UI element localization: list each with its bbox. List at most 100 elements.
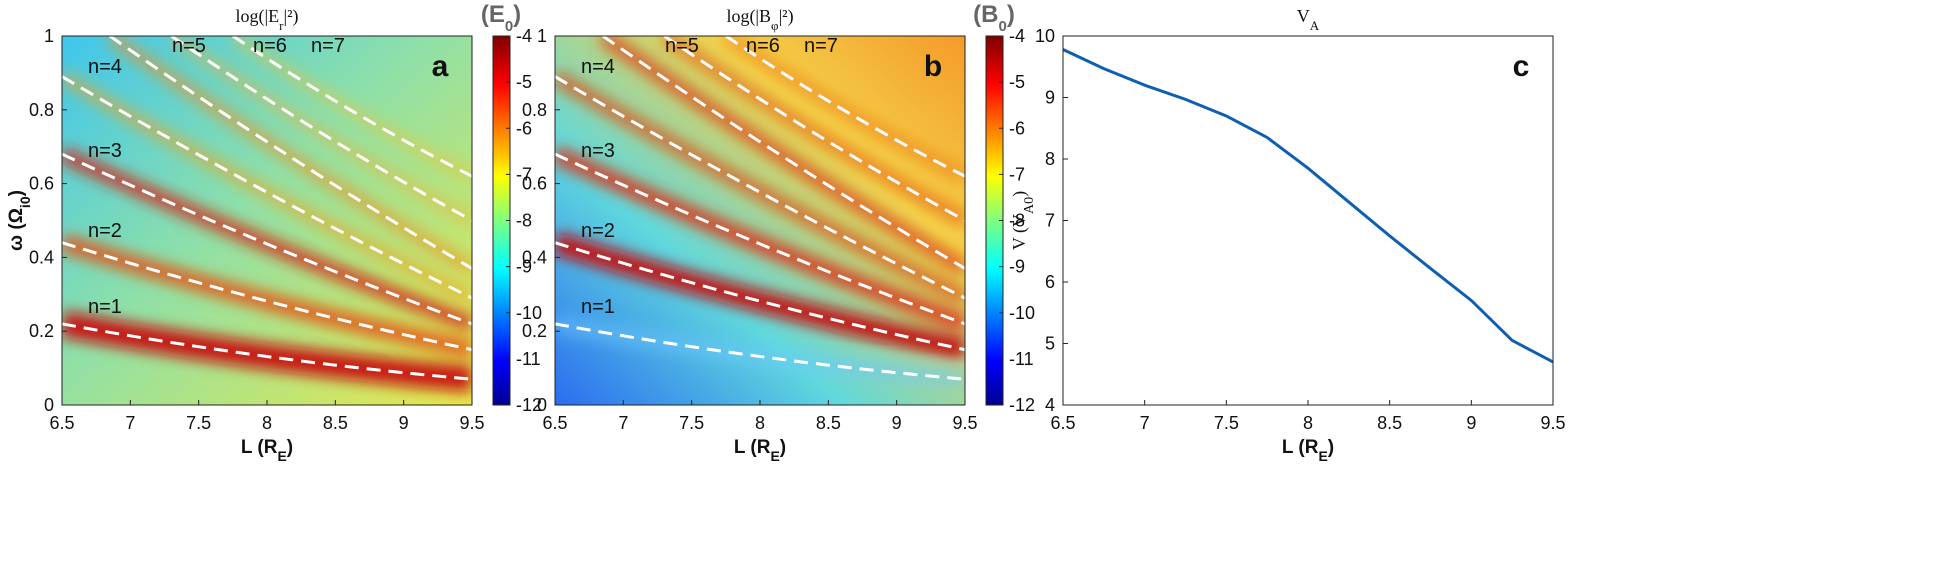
colorbar-title: (B0) — [973, 1, 1015, 35]
colorbar-tick-label: -6 — [516, 118, 532, 138]
colorbar-tick-label: -9 — [516, 257, 532, 277]
harmonic-curve — [663, 36, 965, 222]
y-axis-label-part: V (V — [1009, 214, 1030, 250]
harmonic-curve — [231, 36, 472, 178]
harmonic-label: n=5 — [665, 35, 699, 57]
y-tick-label: 0.8 — [522, 100, 547, 120]
colorbar-tick-label: -7 — [1009, 164, 1025, 184]
x-tick-label: 8 — [262, 413, 272, 433]
x-axis-label-part: ) — [287, 437, 293, 458]
harmonic-curve — [555, 75, 965, 300]
harmonic-label: n=2 — [88, 220, 122, 242]
colorbar-tick-label: -4 — [516, 26, 532, 46]
harmonic-label: n=1 — [88, 296, 122, 318]
colorbar-tick-label: -12 — [516, 395, 542, 415]
harmonic-curve — [555, 241, 965, 352]
colorbar-tick-label: -8 — [1009, 211, 1025, 231]
chart-title-part: r — [279, 18, 284, 33]
harmonic-curve — [62, 75, 472, 300]
x-axis-label-part: L (R — [1282, 437, 1319, 458]
harmonic-label: n=6 — [253, 35, 287, 57]
chart-title-part: φ — [771, 18, 779, 33]
x-tick-label: 9.5 — [459, 413, 484, 433]
colorbar-tick-label: -5 — [516, 72, 532, 92]
heatmap — [555, 36, 965, 405]
colorbar-title-part: ) — [1007, 1, 1015, 28]
y-axis-label-part: ) — [1009, 191, 1030, 197]
y-tick-label: 0.4 — [29, 247, 54, 267]
panel-label: a — [432, 50, 449, 83]
x-tick-label: 6.5 — [49, 413, 74, 433]
line-series — [1062, 48, 1554, 364]
y-tick-label: 0 — [44, 395, 54, 415]
y-tick-label: 0.2 — [29, 321, 54, 341]
colorbar-tick-label: -5 — [1009, 72, 1025, 92]
y-tick-label: 9 — [1045, 88, 1055, 108]
chart-title: VA — [1297, 6, 1320, 33]
colorbar-tick-label: -6 — [1009, 118, 1025, 138]
harmonic-label: n=3 — [581, 140, 615, 162]
x-axis-label-part: ) — [1328, 437, 1334, 458]
x-tick-label: 9 — [399, 413, 409, 433]
colorbar-tick-label: -4 — [1009, 26, 1025, 46]
x-axis-label: L (RE) — [1282, 437, 1334, 464]
y-tick-label: 5 — [1045, 334, 1055, 354]
x-tick-label: 9 — [1466, 413, 1476, 433]
y-tick-label: 0.2 — [522, 321, 547, 341]
heatmap — [62, 36, 472, 405]
y-tick-label: 4 — [1045, 395, 1055, 415]
y-tick-label: 1 — [537, 26, 547, 46]
x-axis-label-part: E — [1318, 448, 1327, 464]
y-tick-label: 0 — [537, 395, 547, 415]
x-axis-label: L (RE) — [241, 437, 293, 464]
x-axis-label: L (RE) — [734, 437, 786, 464]
x-tick-label: 9.5 — [952, 413, 977, 433]
colorbar-title: (E0) — [481, 1, 521, 35]
harmonic-label: n=6 — [746, 35, 780, 57]
x-tick-label: 7.5 — [186, 413, 211, 433]
colorbar-tick-label: -12 — [1009, 395, 1035, 415]
y-tick-label: 10 — [1035, 26, 1055, 46]
y-tick-label: 7 — [1045, 211, 1055, 231]
chart-title: log(|Er|²) — [236, 6, 299, 33]
resonance-band — [105, 36, 472, 275]
harmonic-curve — [724, 36, 965, 178]
colorbar-tick-label: -8 — [516, 211, 532, 231]
colorbar-tick-label: -9 — [1009, 257, 1025, 277]
panel-label: c — [1513, 50, 1530, 83]
axes-frame — [1062, 35, 1554, 406]
x-tick-label: 8.5 — [323, 413, 348, 433]
chart-title: log(|Bφ|²) — [726, 6, 793, 33]
harmonic-label: n=7 — [804, 35, 838, 57]
x-tick-label: 7 — [618, 413, 628, 433]
harmonic-curve — [62, 152, 472, 326]
harmonic-label: n=4 — [88, 56, 122, 78]
x-tick-label: 7 — [1140, 413, 1150, 433]
colorbar-tick-label: -7 — [516, 164, 532, 184]
x-tick-label: 6.5 — [542, 413, 567, 433]
colorbar-title-part: 0 — [505, 18, 513, 35]
x-tick-label: 8.5 — [816, 413, 841, 433]
harmonic-label: n=4 — [581, 56, 615, 78]
colorbar-tick-label: -11 — [1009, 349, 1034, 369]
chart-title-part: V — [1297, 6, 1310, 26]
x-axis-label-part: L (R — [734, 437, 771, 458]
panel-label: b — [924, 50, 942, 83]
chart-title-part: |²) — [779, 6, 794, 27]
colorbar-tick-label: -11 — [516, 349, 541, 369]
chart-title-part: log(|E — [236, 6, 280, 27]
harmonic-label: n=7 — [311, 35, 345, 57]
colorbar-tick-label: -10 — [516, 303, 542, 323]
harmonic-curve — [555, 322, 965, 381]
harmonic-curve — [170, 36, 472, 222]
y-tick-label: 8 — [1045, 149, 1055, 169]
y-tick-label: 1 — [44, 26, 54, 46]
x-tick-label: 9.5 — [1540, 413, 1565, 433]
x-axis-label-part: L (R — [241, 437, 278, 458]
x-axis-label-part: ) — [780, 437, 786, 458]
x-tick-label: 9 — [892, 413, 902, 433]
colorbar-title-part: 0 — [998, 18, 1006, 35]
colorbar-tick-label: -10 — [1009, 303, 1035, 323]
x-tick-label: 8 — [1303, 413, 1313, 433]
